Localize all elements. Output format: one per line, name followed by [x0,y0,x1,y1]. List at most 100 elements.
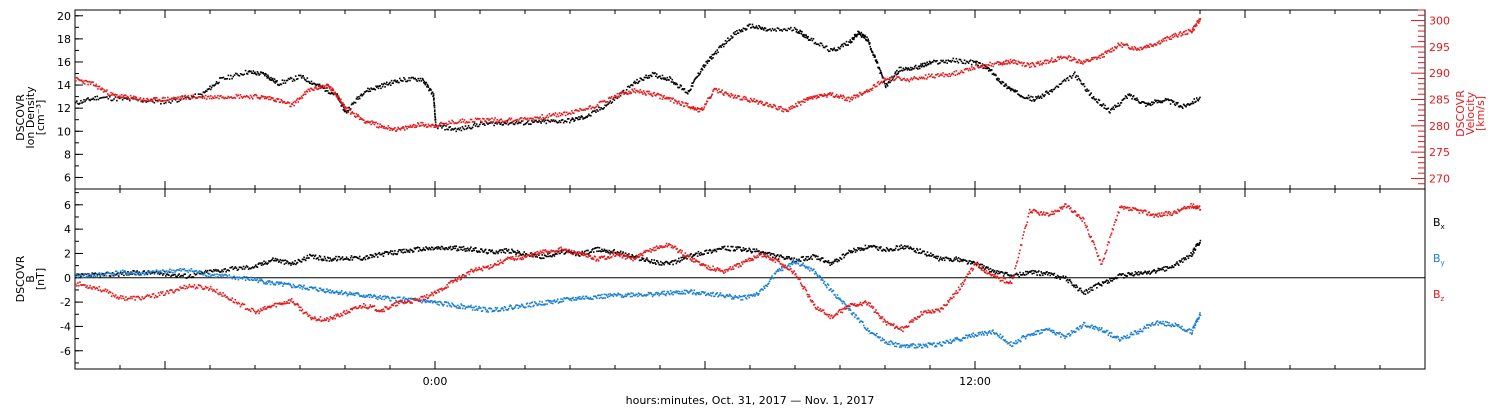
density-point [493,124,495,127]
density-point [1155,100,1157,103]
bx-point [780,254,782,257]
by-point [689,290,692,293]
bx-point [781,256,783,258]
bx-point [416,247,418,249]
by-point [328,291,331,294]
by-point [506,309,508,311]
bx-point [354,256,357,258]
velocity-point [807,99,809,101]
bx-point [193,272,196,275]
velocity-point [882,77,885,79]
density-point [273,78,276,80]
velocity-point [335,93,337,95]
velocity-point [146,97,148,100]
density-point [1177,105,1180,108]
density-point [946,62,948,64]
bx-point [889,248,892,250]
by-point [391,296,394,299]
velocity-point [829,92,832,94]
velocity-point [808,96,810,99]
velocity-point [318,86,321,88]
bx-point [358,255,361,258]
by-point [165,271,167,273]
velocity-point [95,83,98,86]
density-point [383,82,386,85]
by-point [605,293,607,296]
by-point [727,295,730,298]
by-point [790,262,793,264]
by-point [753,293,755,295]
density-point [868,43,871,46]
velocity-point [340,101,343,104]
velocity-point [932,76,934,79]
bx-point [178,273,180,275]
bx-point [280,261,282,264]
by-point [392,297,395,299]
density-point [1102,103,1105,105]
bx-point [664,260,667,263]
density-point [433,101,435,104]
velocity-point [801,100,804,103]
density-point [613,99,616,101]
velocity-point [142,99,144,101]
by-point [94,275,97,278]
bx-point [701,253,704,255]
bx-point [600,250,602,253]
by-point [574,296,577,299]
velocity-point [718,90,721,93]
velocity-point [325,84,327,87]
density-point [445,125,447,127]
by-point [365,294,368,297]
bx-point [709,249,712,252]
velocity-point [840,94,842,96]
density-point [228,78,231,80]
density-point [246,72,248,75]
density-point [807,35,809,38]
bx-point [946,257,948,259]
velocity-point [120,93,123,96]
bx-point [521,253,524,256]
bx-point [853,249,856,251]
velocity-point [328,85,330,88]
by-point [373,294,376,296]
velocity-point [910,77,913,79]
density-point [272,79,275,82]
by-point [268,281,270,284]
velocity-point [120,96,122,99]
by-point [545,299,548,302]
bx-point [322,258,324,260]
by-point [260,278,263,281]
bx-point [377,252,380,255]
bx-point [286,260,288,262]
bx-point [437,246,440,248]
bx-point [574,254,577,257]
by-point [681,290,683,293]
density-point [1163,100,1165,102]
bx-point [626,254,629,256]
bx-point [1164,270,1166,272]
density-point [871,51,874,54]
velocity-point [1195,24,1197,27]
bx-point [888,250,890,252]
velocity-point [343,103,345,106]
bx-point [1157,267,1160,270]
by-point [774,273,777,275]
bx-point [708,249,710,252]
velocity-point [1009,58,1012,61]
velocity-point [440,121,442,124]
b-field-tick-label: -4 [60,320,71,333]
by-point [278,281,281,284]
density-point [1046,92,1049,94]
bx-point [231,265,234,268]
density-point [308,80,310,83]
bx-point [1189,255,1191,257]
velocity-point [930,75,932,77]
density-point [171,100,174,102]
density-point [428,89,431,92]
density-point [1195,97,1198,99]
velocity-point [1116,45,1119,48]
velocity-point [641,91,643,94]
bx-point [916,247,918,250]
density-point [930,62,932,65]
by-point [124,270,126,272]
